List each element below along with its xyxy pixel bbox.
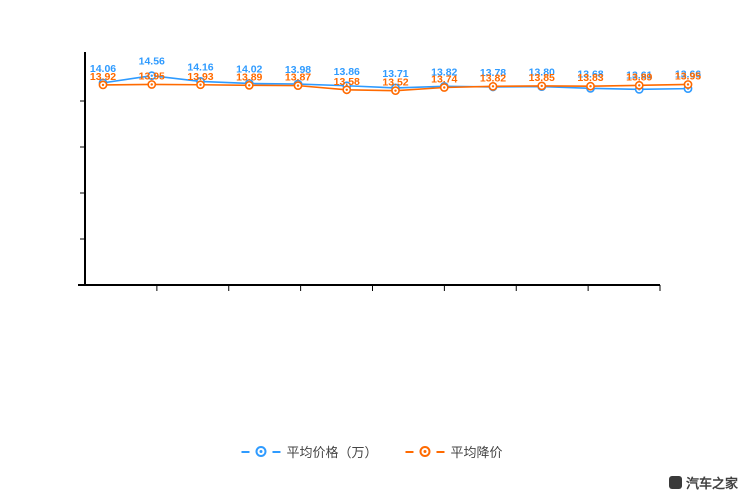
chart-legend: 平均价格（万） 平均降价 bbox=[241, 442, 503, 461]
legend-line-orange-icon bbox=[436, 450, 445, 453]
series-1-data-label: 13.89 bbox=[626, 71, 652, 83]
series-1-marker-dot bbox=[540, 84, 543, 88]
series-1-marker-dot bbox=[296, 84, 300, 87]
series-0-data-label: 14.56 bbox=[139, 56, 165, 68]
line-chart-plot: 14.06 14.56 14.16 14.02 13.98 13.86 13.71 13.82… bbox=[78, 52, 701, 291]
legend-item-avg-price[interactable]: 平均价格（万） bbox=[241, 442, 378, 461]
series-0-data-label: 13.68 bbox=[577, 68, 603, 80]
series-1-marker-dot bbox=[491, 85, 495, 88]
series-1-data-label: 13.95 bbox=[139, 70, 165, 82]
series-0-data-label: 13.86 bbox=[334, 66, 360, 78]
series-1-marker-dot bbox=[686, 83, 690, 86]
legend-line-blue-icon bbox=[272, 450, 281, 453]
series-1-data-label: 13.83 bbox=[577, 72, 603, 84]
series-1-data-label: 13.85 bbox=[529, 72, 555, 84]
series-1-marker-dot bbox=[199, 83, 202, 86]
series-0-marker-dot bbox=[150, 74, 153, 77]
series-1-data-label: 13.52 bbox=[382, 77, 408, 89]
autohome-logo-icon bbox=[668, 476, 682, 489]
watermark-text: 汽车之家 bbox=[685, 476, 738, 491]
series-1-data-label: 13.93 bbox=[187, 71, 213, 83]
series-1-marker-dot bbox=[248, 84, 251, 87]
series-1-data-label: 13.74 bbox=[431, 73, 457, 85]
series-1-data-label: 13.82 bbox=[480, 72, 506, 84]
series-1-marker-dot bbox=[638, 84, 641, 87]
series-0-data-label: 13.82 bbox=[431, 66, 457, 78]
legend-marker-blue-icon bbox=[255, 446, 267, 457]
series-1-data-label: 13.87 bbox=[285, 72, 311, 84]
series-1-marker-dot bbox=[345, 88, 348, 91]
series-0-data-label: 13.78 bbox=[480, 67, 506, 79]
series-1-marker-dot bbox=[443, 86, 446, 89]
series-1-marker-dot bbox=[101, 83, 105, 87]
legend-marker-orange-icon bbox=[419, 446, 431, 457]
series-1-data-label: 13.89 bbox=[236, 71, 262, 83]
series-1-marker-dot bbox=[394, 89, 397, 92]
series-0-data-label: 13.98 bbox=[285, 64, 311, 76]
watermark: 汽车之家 bbox=[668, 473, 738, 492]
legend-line-blue-icon bbox=[241, 450, 250, 453]
series-0-data-label: 13.61 bbox=[626, 69, 652, 81]
legend-label-avg-discount: 平均降价 bbox=[450, 445, 503, 460]
legend-line-orange-icon bbox=[405, 450, 414, 453]
series-1-data-label: 13.92 bbox=[90, 71, 116, 83]
legend-item-avg-discount[interactable]: 平均降价 bbox=[405, 442, 503, 461]
series-1-data-label: 13.95 bbox=[675, 70, 701, 82]
legend-label-avg-price: 平均价格（万） bbox=[286, 445, 378, 460]
series-0-data-label: 14.06 bbox=[90, 63, 116, 75]
series-0-data-label: 13.71 bbox=[382, 68, 408, 80]
series-0-data-label: 14.02 bbox=[236, 63, 262, 75]
series-0-data-label: 13.66 bbox=[675, 69, 701, 81]
series-1-marker-dot bbox=[150, 83, 153, 86]
series-1-data-label: 13.58 bbox=[334, 76, 360, 88]
series-1-marker-dot bbox=[589, 84, 592, 88]
series-0-data-label: 13.80 bbox=[529, 67, 555, 79]
series-0-data-label: 14.16 bbox=[187, 61, 213, 73]
